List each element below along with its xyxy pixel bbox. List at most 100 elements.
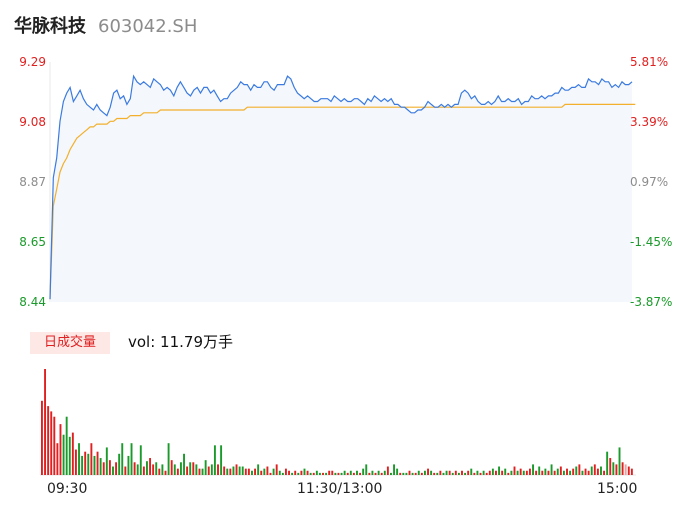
- volume-bar: [47, 406, 50, 475]
- volume-bar: [149, 458, 152, 475]
- volume-bar: [562, 470, 565, 475]
- volume-bar: [78, 443, 80, 475]
- volume-bar: [377, 470, 380, 475]
- volume-bar: [423, 470, 426, 475]
- volume-bar: [121, 443, 124, 475]
- price-tick-2: 9.08: [19, 115, 46, 129]
- volume-bar: [112, 466, 114, 475]
- volume-bar: [340, 472, 343, 475]
- volume-bar: [272, 468, 275, 475]
- volume-bar: [587, 470, 590, 475]
- volume-bar: [365, 464, 368, 475]
- volume-bar: [572, 468, 575, 475]
- volume-bar: [584, 468, 587, 475]
- volume-bar: [374, 472, 377, 475]
- volume-bar: [414, 472, 417, 475]
- volume-bars: [41, 369, 633, 475]
- volume-bar: [158, 468, 161, 475]
- volume-bar: [603, 470, 606, 475]
- volume-bar: [476, 470, 479, 475]
- volume-bar: [99, 458, 102, 475]
- volume-bar: [368, 472, 371, 475]
- stock-name: 华脉科技: [14, 16, 86, 37]
- volume-badge[interactable]: 日成交量: [30, 332, 110, 354]
- volume-bar: [229, 468, 232, 475]
- volume-bar: [433, 472, 436, 475]
- average-price-line: [49, 103, 636, 300]
- volume-bar: [269, 472, 272, 475]
- volume-bar: [220, 445, 223, 475]
- x-tick-midday: 11:30/13:00: [297, 481, 383, 497]
- volume-bar: [528, 468, 531, 475]
- volume-bar: [427, 468, 429, 475]
- price-line: [49, 74, 633, 300]
- volume-bar: [124, 466, 127, 475]
- volume-bar: [278, 470, 281, 475]
- volume-bar: [232, 466, 235, 475]
- volume-bar: [386, 466, 389, 475]
- volume-bar: [105, 447, 108, 475]
- volume-bar: [569, 470, 572, 475]
- volume-bar: [519, 468, 522, 475]
- price-tick-1: 9.29: [19, 55, 46, 69]
- volume-bar: [62, 434, 65, 475]
- volume-bar: [93, 455, 96, 475]
- volume-bar: [238, 466, 241, 475]
- volume-bar: [467, 470, 470, 475]
- volume-bar: [399, 472, 402, 475]
- volume-bar: [627, 466, 630, 475]
- volume-bar: [609, 458, 612, 475]
- volume-bar: [204, 460, 207, 475]
- volume-bar: [439, 470, 442, 475]
- volume-bar: [522, 470, 525, 475]
- volume-bar: [380, 472, 383, 475]
- volume-bar: [186, 466, 189, 475]
- volume-bar: [507, 472, 510, 475]
- volume-bar: [581, 470, 584, 475]
- volume-bar: [251, 470, 253, 475]
- volume-bar: [624, 464, 627, 475]
- volume-bar: [235, 464, 238, 475]
- volume-bar: [491, 468, 494, 475]
- volume-bar: [553, 470, 556, 475]
- volume-bar: [473, 472, 476, 475]
- volume-bar: [146, 461, 148, 475]
- price-tick-3: 8.87: [19, 175, 46, 189]
- volume-bar: [485, 472, 488, 475]
- volume-bar: [334, 472, 337, 475]
- volume-bar: [488, 470, 491, 475]
- volume-bar: [618, 447, 621, 475]
- volume-bar: [513, 466, 516, 475]
- pct-tick-1: 5.81%: [630, 55, 669, 69]
- volume-bar: [291, 472, 294, 475]
- volume-bar: [244, 468, 247, 475]
- volume-bar: [294, 470, 297, 475]
- volume-bar: [621, 462, 624, 475]
- volume-bar: [84, 451, 87, 475]
- volume-bar: [325, 472, 328, 475]
- volume-bar: [198, 468, 201, 475]
- volume-bar: [195, 464, 198, 475]
- volume-bar: [226, 468, 229, 475]
- volume-bar: [90, 443, 93, 475]
- pct-tick-4: -1.45%: [630, 235, 673, 249]
- volume-bar: [337, 472, 340, 475]
- volume-bar: [102, 462, 105, 475]
- volume-bar: [288, 470, 290, 475]
- volume-bar: [445, 470, 448, 475]
- volume-bar: [312, 472, 315, 475]
- volume-bar: [309, 472, 312, 475]
- volume-bar: [402, 472, 405, 475]
- volume-bar: [538, 466, 541, 475]
- volume-bar: [170, 460, 173, 475]
- volume-bar: [457, 472, 460, 475]
- volume-bar: [349, 470, 352, 475]
- volume-bar: [152, 464, 155, 475]
- volume-bar: [566, 468, 568, 475]
- volume-bar: [53, 416, 56, 475]
- volume-bar: [396, 468, 399, 475]
- volume-bar: [167, 443, 170, 475]
- volume-bar: [504, 468, 507, 475]
- volume-bar: [559, 466, 562, 475]
- volume-bar: [183, 453, 185, 475]
